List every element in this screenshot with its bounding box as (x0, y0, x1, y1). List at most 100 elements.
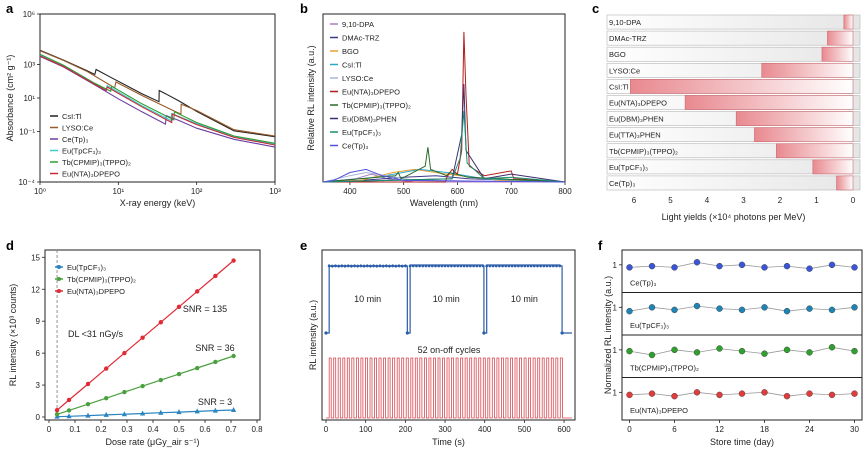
trace-point (536, 264, 539, 268)
trace-point (504, 264, 508, 268)
data-point (828, 391, 836, 399)
x-tick-label: 800 (558, 187, 572, 196)
bar (754, 127, 854, 143)
legend-entry: Eu(NTA)₃DPEPO (67, 287, 125, 296)
y-tick-label: 10³ (23, 60, 35, 69)
y-tick-label: 15 (31, 253, 40, 262)
legend-entry: Eu(TpCF₃)₃ (342, 128, 381, 137)
x-tick-label: 4 (705, 196, 710, 205)
x-tick-label: 0.6 (199, 425, 211, 434)
trace-point (501, 264, 504, 268)
legend-entry: DMAc-TRZ (342, 34, 380, 43)
data-point (783, 262, 791, 270)
trace-point (551, 264, 555, 268)
y-axis-label: Normalized RL intensity (a.u.) (603, 276, 613, 394)
interval-label: 10 min (354, 294, 381, 304)
x-tick-label: 0.3 (121, 425, 133, 434)
trace-point (456, 264, 460, 268)
trace-point (481, 264, 485, 268)
bar-category-label: CsI:Tl (609, 82, 629, 91)
data-point (66, 413, 72, 419)
trace-point (542, 264, 546, 268)
panel-label: f (598, 238, 603, 253)
x-tick-label: 24 (805, 425, 814, 434)
snr-label: SNR = 135 (183, 304, 227, 314)
data-point (648, 390, 656, 397)
y-axis-label: RL intensity (a.u.) (308, 300, 318, 370)
y-tick-label: 9 (36, 317, 41, 326)
x-tick-label: 5 (668, 196, 673, 205)
data-point (176, 371, 182, 377)
data-point (716, 345, 723, 352)
series-line (39, 55, 276, 148)
trace-point (424, 264, 428, 268)
series-line (322, 83, 566, 183)
bar-category-label: LYSO:Ce (609, 66, 640, 75)
legend-entry: LYSO:Ce (342, 74, 373, 83)
bar-category-label: 9,10-DPA (609, 18, 641, 27)
series-label: Tb(CPMIP)₃(TPPO)₂ (630, 364, 699, 373)
bar (735, 111, 854, 126)
legend-entry: Ce(Tp)₃ (342, 142, 368, 151)
trace-point (381, 264, 385, 268)
legend-entry: Ce(Tp)₃ (62, 135, 88, 144)
bar-track (606, 30, 861, 46)
data-point (851, 390, 858, 397)
trace-point (469, 264, 472, 268)
x-tick-label: 10⁰ (34, 187, 46, 196)
bar-track (606, 14, 861, 30)
data-point (671, 264, 678, 271)
trace-point (365, 264, 369, 268)
x-tick-label: 0.4 (147, 425, 159, 434)
series-label: Ce(Tp)₃ (630, 279, 656, 288)
data-point (195, 289, 200, 294)
trace-point (415, 264, 418, 268)
bar-category-label: BGO (609, 50, 626, 59)
bar (836, 175, 854, 191)
bar (761, 62, 854, 78)
panel-label: e (300, 238, 307, 253)
data-point (194, 408, 200, 414)
trace-point (475, 264, 479, 268)
snr-label: SNR = 3 (198, 397, 232, 407)
y-tick-label: 12 (31, 285, 40, 294)
interval-label: 10 min (433, 294, 460, 304)
data-point (231, 353, 236, 359)
bar-track (606, 175, 861, 191)
x-tick-label: 300 (438, 425, 452, 434)
subplot-frame (621, 377, 863, 421)
x-tick-label: 700 (505, 187, 519, 196)
trace-point (430, 264, 434, 268)
trace-point (526, 264, 530, 268)
x-tick-label: 600 (557, 425, 571, 434)
data-point (671, 306, 678, 314)
x-tick-label: 0.5 (173, 425, 185, 434)
trace-point (340, 264, 344, 268)
panel-label: d (6, 238, 14, 253)
cycles-label: 52 on-off cycles (418, 345, 481, 355)
data-point (806, 349, 813, 356)
panel-f: f 1 Ce(Tp)₃ 1 Eu(TpCF₃)₃ 1 Tb(CPMIP)₃(TPPO)₂ 1 E… (598, 238, 863, 447)
trace-point (388, 264, 391, 268)
data-point (104, 395, 109, 401)
data-point (783, 392, 791, 400)
trace-point (446, 264, 450, 268)
trace-point (330, 264, 334, 268)
data-point (85, 412, 91, 418)
data-point (140, 410, 146, 416)
trace-point (462, 264, 466, 268)
data-point (66, 397, 72, 403)
data-point (626, 264, 633, 271)
trace-point (359, 264, 363, 268)
bar (630, 79, 854, 94)
trace-point (510, 264, 514, 268)
x-tick-label: 200 (399, 425, 413, 434)
legend-marker (57, 277, 61, 281)
series-line (323, 31, 566, 183)
bar (684, 95, 854, 110)
x-axis-label: Dose rate (μGy_air s⁻¹) (106, 437, 200, 447)
series-line (39, 50, 276, 137)
data-point (176, 304, 182, 310)
trace-point (513, 264, 517, 268)
